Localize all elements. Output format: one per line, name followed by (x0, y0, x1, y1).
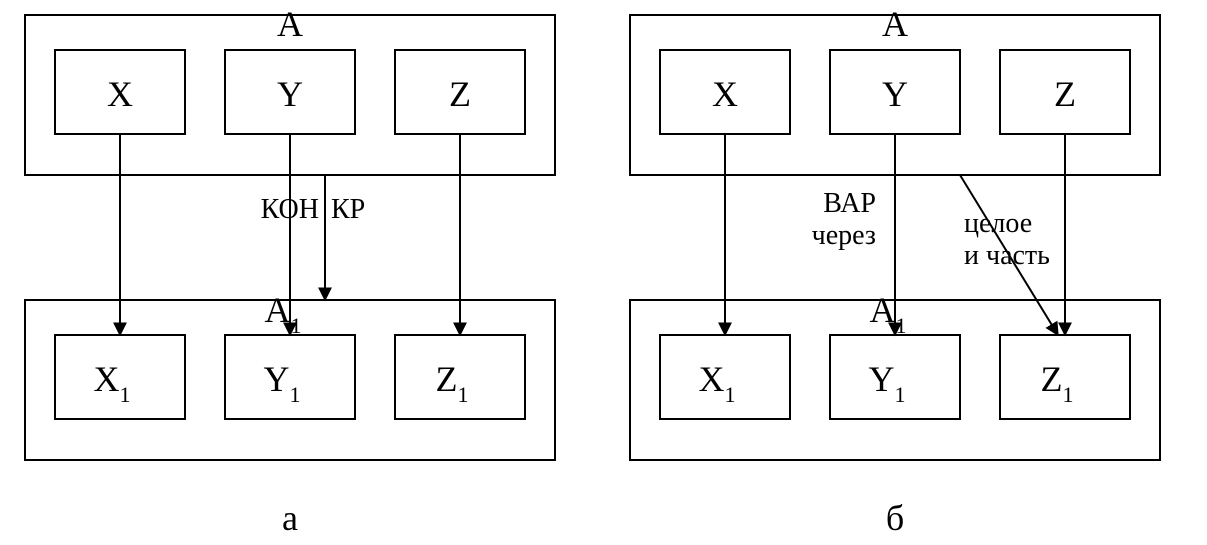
panel-b-outer-top-label: A (882, 4, 908, 44)
diagram-canvas: AXYZA1X1Y1Z1КОНКРаAXYZA1X1Y1Z1ВАРчерезце… (0, 0, 1207, 545)
panel-a-box-Z-label: Z (449, 74, 471, 114)
panel-b-box-Y-label: Y (882, 74, 908, 114)
panel-a-box-X-label: X (107, 74, 133, 114)
panel-b-midlabel-2: целое (964, 208, 1032, 239)
panel-a-box-Y-label: Y (277, 74, 303, 114)
panel-b-midlabel-1: через (812, 220, 876, 251)
panel-b-midlabel-0: ВАР (823, 188, 876, 219)
panel-a-arrow-3-label-left: КОН (261, 194, 319, 225)
panel-b-box-X-label: X (712, 74, 738, 114)
panel-b-caption: б (886, 498, 904, 538)
panel-a-caption: а (282, 498, 298, 538)
panel-a-arrow-3-label-right: КР (331, 194, 365, 225)
panel-b-box-Z-label: Z (1054, 74, 1076, 114)
panel-a-outer-top-label: A (277, 4, 303, 44)
panel-b-midlabel-3: и часть (964, 240, 1050, 271)
